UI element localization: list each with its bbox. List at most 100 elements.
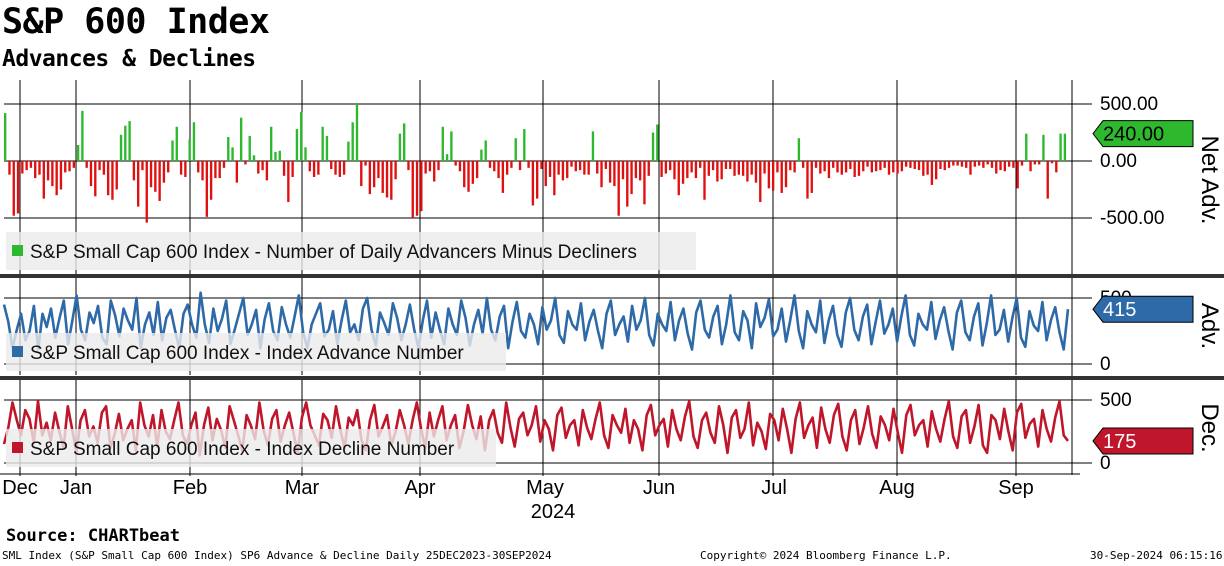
net-adv-bar xyxy=(372,161,376,188)
net-adv-bar xyxy=(750,161,753,175)
net-adv-bar xyxy=(999,161,1002,171)
net-adv-bar xyxy=(132,161,136,181)
net-adv-bar xyxy=(853,161,856,177)
net-adv-bar xyxy=(1029,161,1032,172)
net-adv-bar xyxy=(673,161,676,180)
copyright: Copyright© 2024 Bloomberg Finance L.P. xyxy=(700,549,952,562)
net-adv-bar xyxy=(64,161,67,173)
net-adv-bar xyxy=(578,161,582,171)
net-adv-bar xyxy=(771,161,775,191)
net-adv-bar xyxy=(16,161,20,214)
legend-net-adv-text: S&P Small Cap 600 Index - Number of Dail… xyxy=(30,242,637,263)
net-adv-bar xyxy=(325,135,329,161)
net-adv-bar xyxy=(441,126,444,161)
net-adv-bar xyxy=(334,161,337,175)
net-adv-bar xyxy=(1063,133,1067,161)
net-adv-bar xyxy=(1012,161,1015,168)
net-adv-bar xyxy=(192,122,196,161)
axis-title-net-adv: Net Adv. xyxy=(1196,136,1223,225)
net-adv-bar xyxy=(930,161,934,185)
net-adv-bar xyxy=(137,161,140,207)
net-adv-bar xyxy=(720,161,723,180)
net-adv-bar xyxy=(360,161,363,187)
net-adv-bar xyxy=(759,161,762,203)
net-adv-bar xyxy=(780,161,783,193)
net-adv-bar xyxy=(342,161,346,175)
y-tick-label: 0 xyxy=(1100,354,1111,375)
net-adv-bar xyxy=(630,161,633,195)
net-adv-bar xyxy=(802,161,805,168)
net-adv-bar xyxy=(1016,161,1019,189)
net-adv-bar xyxy=(596,161,599,174)
net-adv-bar xyxy=(566,161,569,179)
net-adv-bar xyxy=(943,161,946,171)
x-month-label: Jun xyxy=(643,477,675,499)
last-value-net-adv-bg xyxy=(1092,120,1194,148)
net-adv-bar xyxy=(175,126,178,161)
net-adv-bar xyxy=(1003,161,1007,172)
net-adv-bar xyxy=(883,161,886,168)
net-adv-bar xyxy=(638,161,642,181)
net-adv-bar xyxy=(81,110,84,161)
net-adv-bar xyxy=(72,161,76,168)
net-adv-bar xyxy=(364,161,367,166)
net-adv-bar xyxy=(330,161,333,169)
net-adv-bar xyxy=(381,161,384,193)
net-adv-bar xyxy=(29,161,33,168)
net-adv-bar xyxy=(832,161,835,168)
net-adv-bar xyxy=(407,161,410,171)
net-adv-bar xyxy=(523,129,526,161)
net-adv-bar xyxy=(128,121,131,161)
legend-decline-text: S&P Small Cap 600 Index - Index Decline … xyxy=(30,439,455,460)
net-adv-bar xyxy=(536,161,539,199)
net-adv-bar xyxy=(385,161,389,198)
net-adv-bar xyxy=(990,161,994,168)
net-adv-bar xyxy=(493,161,496,172)
net-adv-bar xyxy=(252,155,256,161)
net-adv-bar xyxy=(437,161,440,171)
net-adv-bar xyxy=(900,161,904,172)
net-adv-bar xyxy=(922,161,925,176)
net-adv-bar xyxy=(810,161,813,193)
net-adv-bar xyxy=(947,161,951,168)
net-adv-bar xyxy=(703,161,706,200)
net-adv-bar xyxy=(969,161,972,175)
net-adv-bar xyxy=(1033,161,1037,165)
legend-advance-swatch xyxy=(12,346,23,357)
net-adv-bar xyxy=(154,161,157,192)
net-adv-bar xyxy=(836,161,839,173)
net-adv-bar xyxy=(158,161,161,201)
net-adv-bar xyxy=(904,161,908,167)
net-adv-bar xyxy=(806,161,809,199)
net-adv-bar xyxy=(115,161,118,190)
net-adv-bar xyxy=(733,161,736,176)
net-adv-bar xyxy=(34,161,37,179)
net-adv-bar xyxy=(823,161,826,172)
net-adv-bar xyxy=(197,161,200,173)
net-adv-bar xyxy=(814,161,818,168)
net-adv-bar xyxy=(518,161,522,171)
net-adv-bar xyxy=(913,161,916,169)
net-adv-bar xyxy=(896,161,899,174)
net-adv-bar xyxy=(741,161,745,176)
net-adv-bar xyxy=(1020,161,1024,166)
net-adv-bar xyxy=(390,161,393,200)
net-adv-bar xyxy=(428,161,432,172)
net-adv-bar xyxy=(608,161,612,183)
net-adv-bar xyxy=(857,161,861,176)
net-adv-bar xyxy=(338,161,342,177)
legend-net-adv-swatch xyxy=(12,245,23,256)
net-adv-bar xyxy=(746,161,749,182)
net-adv-bar xyxy=(433,161,436,182)
x-month-label: Aug xyxy=(879,477,915,499)
net-adv-bar xyxy=(475,161,479,179)
net-adv-bar xyxy=(300,111,303,161)
net-adv-bar xyxy=(497,161,500,179)
net-adv-bar xyxy=(664,161,668,174)
net-adv-bar xyxy=(377,161,380,179)
net-adv-bar xyxy=(480,149,483,161)
net-adv-bar xyxy=(776,161,779,173)
net-adv-bar xyxy=(557,161,560,175)
net-adv-bar xyxy=(660,161,663,177)
